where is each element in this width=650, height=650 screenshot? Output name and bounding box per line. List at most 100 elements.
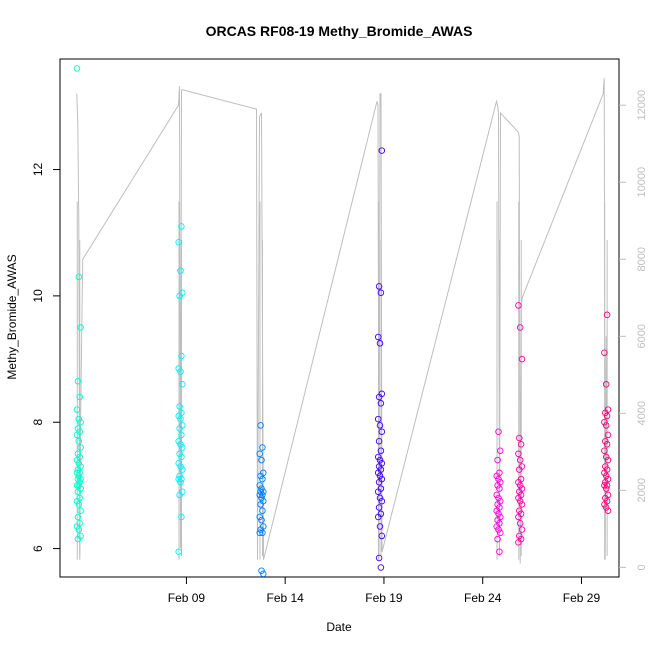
data-point: [75, 415, 83, 423]
data-point: [602, 494, 609, 502]
data-point: [177, 463, 184, 470]
y2-tick-label: 2000: [636, 478, 648, 502]
y-axis-label: Methy_Bromide_AWAS: [5, 254, 19, 379]
altitude-trace: [76, 78, 608, 564]
altitude-trace-layer: [76, 78, 608, 564]
data-point: [176, 425, 183, 432]
data-point: [602, 472, 610, 480]
x-tick-label: Feb 19: [365, 591, 403, 605]
data-point: [377, 447, 385, 454]
data-point: [74, 475, 82, 483]
data-point: [176, 450, 183, 458]
data-point: [179, 381, 186, 388]
data-point: [178, 223, 185, 230]
data-point: [177, 441, 184, 448]
data-point: [496, 548, 503, 555]
data-point: [75, 472, 83, 480]
data-point: [73, 406, 81, 413]
x-tick-label: Feb 09: [168, 591, 206, 605]
data-point: [516, 434, 523, 442]
data-point: [515, 494, 522, 502]
data-point: [75, 273, 83, 281]
data-point: [258, 567, 265, 574]
data-point: [178, 431, 185, 439]
data-point: [75, 482, 83, 489]
data-point: [516, 488, 523, 495]
data-point: [257, 501, 264, 508]
y2-tick-label: 10000: [636, 167, 648, 198]
data-point: [601, 469, 608, 477]
data-point: [375, 478, 383, 486]
data-point: [496, 485, 503, 492]
data-point: [374, 333, 382, 341]
data-point: [76, 469, 83, 477]
data-point: [175, 412, 182, 420]
data-point: [497, 529, 504, 537]
data-point: [378, 532, 386, 540]
series-rf10: [256, 422, 267, 578]
data-point: [176, 292, 183, 300]
data-point: [77, 324, 84, 331]
y-tick-label: 10: [31, 289, 45, 303]
data-point: [515, 478, 522, 486]
data-point: [376, 494, 384, 502]
data-point: [77, 418, 84, 426]
x-axis: Feb 09 Feb 14 Feb 19 Feb 24 Feb 29: [168, 577, 600, 605]
data-point: [494, 516, 501, 524]
data-point: [602, 422, 610, 429]
data-point: [602, 437, 609, 445]
data-point: [256, 529, 263, 537]
data-point: [75, 501, 83, 508]
data-point: [73, 497, 81, 505]
data-point: [175, 548, 182, 555]
data-point: [376, 340, 384, 347]
data-point: [601, 447, 608, 454]
data-point: [378, 497, 386, 505]
data-point: [175, 238, 182, 246]
data-point: [375, 283, 383, 290]
data-point: [515, 513, 522, 521]
data-point: [377, 400, 385, 407]
data-point: [603, 482, 611, 489]
x-tick-label: Feb 24: [464, 591, 502, 605]
secondary-y-axis: 0 2000 4000 6000 8000 10000 12000: [619, 90, 648, 570]
data-point: [259, 444, 266, 451]
data-point: [517, 441, 525, 448]
data-point: [75, 460, 83, 467]
data-point: [258, 485, 265, 492]
x-tick-label: Feb 14: [267, 591, 305, 605]
data-point: [75, 437, 83, 445]
data-point: [375, 504, 383, 511]
data-point: [515, 539, 522, 546]
data-point: [493, 472, 500, 480]
data-point: [376, 472, 384, 480]
data-point: [601, 418, 608, 426]
data-point: [259, 491, 266, 499]
series-rf11: [374, 147, 386, 571]
data-point: [494, 501, 501, 508]
data-point: [602, 409, 609, 417]
data-point: [179, 466, 186, 473]
data-point: [602, 453, 610, 461]
y-axis: 6 8 10 12: [31, 163, 60, 552]
data-point: [374, 513, 382, 521]
data-point: [603, 412, 611, 420]
x-axis-label: Date: [326, 620, 352, 634]
data-point: [179, 444, 186, 451]
y2-tick-label: 12000: [636, 90, 648, 121]
data-point: [176, 472, 183, 480]
y2-tick-label: 6000: [636, 324, 648, 348]
data-point: [603, 441, 611, 448]
data-point: [516, 497, 524, 505]
data-point: [495, 475, 502, 483]
data-point: [376, 422, 384, 429]
chart-title: ORCAS RF08-19 Methy_Bromide_AWAS: [206, 23, 473, 39]
data-point: [73, 431, 81, 439]
data-point: [73, 65, 81, 72]
y-tick-label: 8: [31, 419, 45, 426]
data-point: [74, 535, 82, 543]
data-point: [74, 377, 82, 385]
data-point: [74, 425, 82, 432]
data-point: [73, 482, 81, 489]
series-rf08: [73, 65, 84, 543]
